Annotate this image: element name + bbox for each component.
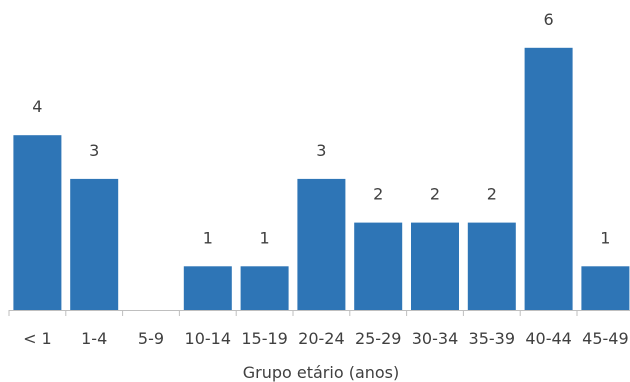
data-labels-group: 4 3 1 1 3 2 2 2 6 1 [32, 10, 610, 248]
x-tick-label: 40-44 [525, 329, 572, 348]
data-label: 2 [430, 185, 440, 204]
data-label: 1 [600, 228, 610, 247]
bar-1 [13, 135, 62, 310]
x-tick-label: 10-14 [185, 329, 232, 348]
x-tick-label: 30-34 [412, 329, 459, 348]
bar-1-4 [70, 178, 119, 310]
bar-10-14 [183, 266, 232, 310]
data-label: 2 [373, 185, 383, 204]
data-label: 4 [32, 97, 42, 116]
x-tick-label: < 1 [23, 329, 52, 348]
x-tick-label: 20-24 [298, 329, 345, 348]
x-axis-title: Grupo etário (anos) [243, 363, 400, 382]
bar-25-29 [354, 222, 403, 310]
bar-30-34 [411, 222, 459, 310]
data-label: 3 [316, 141, 326, 160]
bars-group [13, 47, 630, 311]
x-tick-label: 5-9 [138, 329, 164, 348]
data-label: 1 [203, 228, 213, 247]
bar-35-39 [467, 222, 516, 310]
bar-45-49 [581, 266, 630, 310]
bar-15-19 [240, 266, 289, 310]
data-label: 6 [544, 10, 554, 29]
bar-40-44 [524, 47, 573, 311]
data-label: 3 [89, 141, 99, 160]
x-axis-ticks-group [8, 310, 578, 316]
x-tick-label: 1-4 [81, 329, 107, 348]
x-tick-label: 15-19 [241, 329, 288, 348]
x-tick-label: 25-29 [355, 329, 402, 348]
x-axis-tick-labels-group: < 1 1-4 5-9 10-14 15-19 20-24 25-29 30-34 35-39 4… [23, 329, 629, 348]
x-tick-label: 45-49 [582, 329, 629, 348]
bar-20-24 [297, 178, 346, 310]
data-label: 2 [487, 185, 497, 204]
data-label: 1 [260, 228, 270, 247]
x-tick-label: 35-39 [469, 329, 516, 348]
